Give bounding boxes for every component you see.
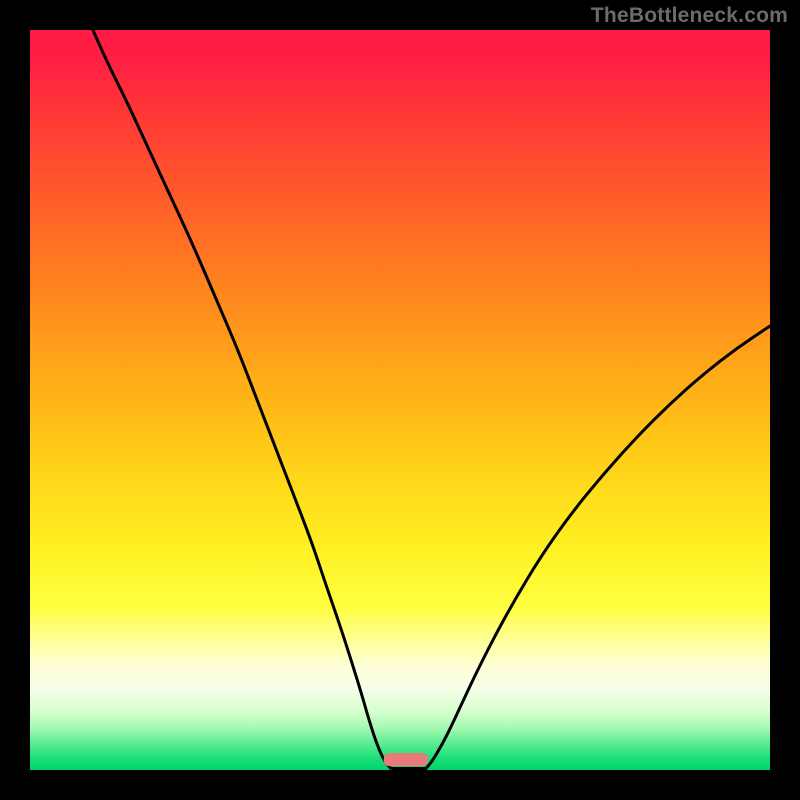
optimal-marker xyxy=(384,753,428,766)
bottleneck-chart xyxy=(0,0,800,800)
watermark-text: TheBottleneck.com xyxy=(591,4,788,28)
plot-background xyxy=(30,30,770,770)
